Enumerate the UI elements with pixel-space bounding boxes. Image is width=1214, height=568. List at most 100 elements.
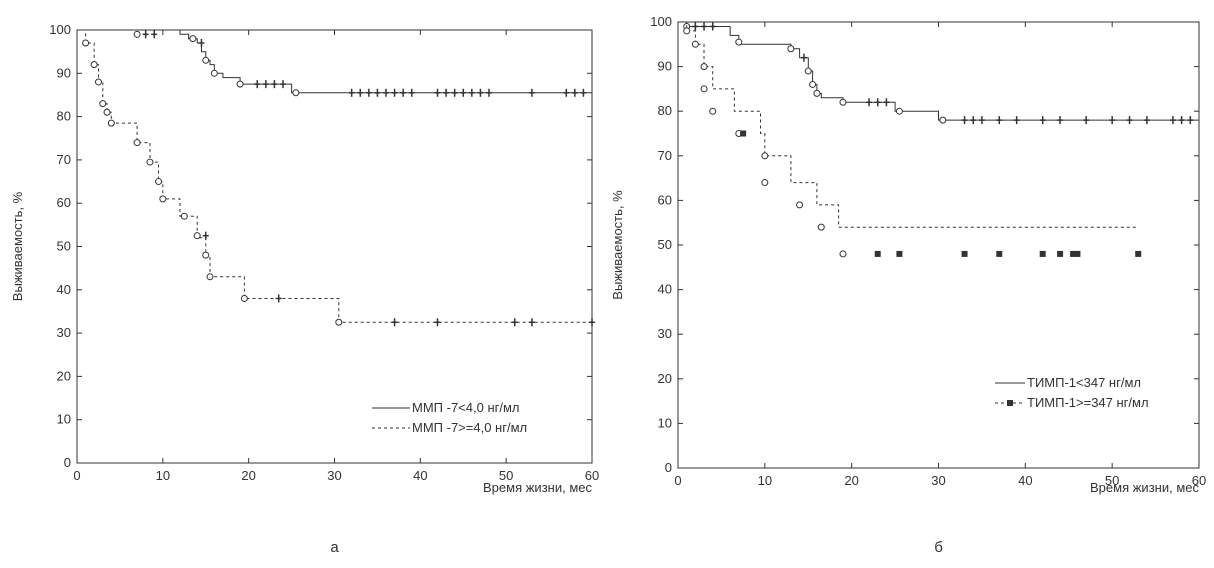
event-marker [133, 30, 141, 38]
legend-label-2: ТИМП-1>=347 нг/мл [1027, 395, 1149, 410]
y-tick-label: 70 [57, 152, 71, 167]
censor-marker [1039, 250, 1046, 257]
event-marker [180, 212, 188, 220]
event-marker [90, 61, 98, 69]
y-tick-label: 10 [57, 412, 71, 427]
x-tick-label: 20 [241, 468, 255, 483]
censor-marker [1057, 250, 1064, 257]
event-marker [210, 69, 218, 77]
x-tick-label: 20 [844, 473, 858, 488]
plot-frame [76, 29, 593, 464]
x-axis-label: Время жизни, мес [483, 480, 592, 495]
event-marker [133, 139, 141, 147]
y-tick-label: 50 [57, 239, 71, 254]
panel-label: а [330, 539, 339, 556]
x-tick-label: 10 [758, 473, 772, 488]
event-marker [817, 223, 825, 231]
censor-marker [1074, 250, 1081, 257]
x-axis-label: Время жизни, мес [1090, 480, 1199, 495]
x-tick-label: 30 [327, 468, 341, 483]
event-marker [700, 63, 708, 71]
y-axis-label: Выживаемость, % [610, 190, 625, 300]
y-tick-label: 40 [658, 282, 672, 297]
censor-marker [996, 250, 1003, 257]
event-marker [146, 158, 154, 166]
event-marker [292, 89, 300, 97]
y-tick-label: 0 [64, 455, 71, 470]
event-marker [735, 38, 743, 46]
event-marker [99, 100, 107, 108]
event-marker [82, 39, 90, 47]
event-marker [94, 78, 102, 86]
y-tick-label: 0 [665, 460, 672, 475]
series-line-1 [77, 29, 592, 94]
event-marker [761, 179, 769, 187]
y-tick-label: 60 [57, 195, 71, 210]
event-marker [236, 80, 244, 88]
y-tick-label: 60 [658, 192, 672, 207]
event-marker [206, 273, 214, 281]
event-marker [202, 56, 210, 64]
event-marker [804, 67, 812, 75]
y-tick-label: 20 [658, 371, 672, 386]
y-axis-label: Выживаемость, % [10, 191, 25, 301]
y-tick-label: 100 [49, 22, 71, 37]
legend-label-1: ММП -7<4,0 нг/мл [412, 400, 520, 415]
censor-marker [874, 250, 881, 257]
event-marker [107, 119, 115, 127]
event-marker [683, 27, 691, 35]
x-tick-label: 0 [674, 473, 681, 488]
y-tick-label: 30 [658, 326, 672, 341]
y-tick-label: 20 [57, 368, 71, 383]
legend-label-2: ММП -7>=4,0 нг/мл [412, 420, 527, 435]
event-marker [700, 85, 708, 93]
y-tick-label: 100 [650, 14, 672, 29]
event-marker [839, 98, 847, 106]
censor-marker [1135, 250, 1142, 257]
event-marker [895, 107, 903, 115]
legend-marker [1007, 400, 1013, 406]
censor-marker [1070, 250, 1077, 257]
event-marker [813, 89, 821, 97]
event-marker [691, 40, 699, 48]
event-marker [709, 107, 717, 115]
y-tick-label: 90 [57, 65, 71, 80]
x-tick-label: 50 [499, 468, 513, 483]
event-marker [939, 116, 947, 124]
x-tick-label: 60 [1192, 473, 1206, 488]
x-tick-label: 40 [1018, 473, 1032, 488]
y-tick-label: 30 [57, 325, 71, 340]
y-tick-label: 40 [57, 282, 71, 297]
x-tick-label: 10 [156, 468, 170, 483]
y-tick-label: 80 [658, 103, 672, 118]
event-marker [202, 251, 210, 259]
y-tick-label: 90 [658, 59, 672, 74]
x-tick-label: 30 [931, 473, 945, 488]
series-line-1 [678, 21, 1199, 121]
event-marker [103, 108, 111, 116]
y-tick-label: 70 [658, 148, 672, 163]
censor-marker [896, 250, 903, 257]
legend-label-1: ТИМП-1<347 нг/мл [1027, 375, 1141, 390]
event-marker [787, 45, 795, 53]
event-marker [839, 250, 847, 258]
censor-marker [740, 130, 747, 137]
event-marker [193, 232, 201, 240]
censor-marker [961, 250, 968, 257]
event-marker [240, 294, 248, 302]
event-marker [155, 178, 163, 186]
y-tick-label: 50 [658, 237, 672, 252]
x-tick-label: 50 [1105, 473, 1119, 488]
x-tick-label: 40 [413, 468, 427, 483]
event-marker [796, 201, 804, 209]
event-marker [159, 195, 167, 203]
y-tick-label: 10 [658, 415, 672, 430]
x-tick-label: 0 [73, 468, 80, 483]
panel-label: б [934, 539, 943, 556]
event-marker [761, 152, 769, 160]
y-tick-label: 80 [57, 109, 71, 124]
x-tick-label: 60 [585, 468, 599, 483]
